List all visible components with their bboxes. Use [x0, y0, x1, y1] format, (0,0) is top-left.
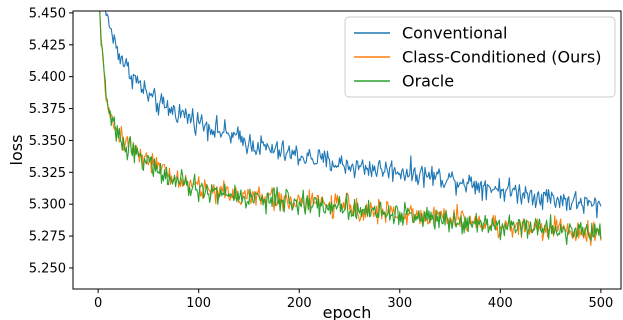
legend-label: Oracle [402, 72, 454, 91]
legend-box [344, 16, 616, 98]
x-tick-label: 0 [94, 296, 102, 311]
y-tick-label: 5.250 [29, 261, 66, 276]
plot-frame [72, 10, 622, 290]
series-layer [99, 11, 602, 246]
x-tick-label: 500 [588, 296, 613, 311]
x-tick-label: 400 [488, 296, 513, 311]
y-tick-label: 5.400 [29, 70, 66, 85]
x-axis-label: epoch [323, 303, 372, 320]
series-line-conventional [105, 11, 602, 219]
x-axis: 0 100 200 300 400 500 [94, 289, 613, 311]
y-axis: 5.250 5.275 5.300 5.325 5.350 5.375 5.400 5.425… [29, 6, 73, 276]
y-tick-label: 5.325 [29, 166, 66, 181]
y-tick-label: 5.450 [29, 6, 66, 21]
y-tick-label: 5.275 [29, 230, 66, 245]
y-tick-label: 5.375 [29, 102, 66, 117]
y-tick-label: 5.350 [29, 134, 66, 149]
y-tick-label: 5.425 [29, 38, 66, 53]
legend: Conventional Class-Conditioned (Ours) Orac… [344, 16, 616, 98]
x-tick-label: 300 [387, 296, 412, 311]
x-tick-label: 200 [287, 296, 312, 311]
y-tick-label: 5.300 [29, 198, 66, 213]
legend-label: Conventional [402, 24, 507, 43]
series-line-class-conditioned-ours [99, 11, 602, 246]
x-tick-label: 100 [186, 296, 211, 311]
y-axis-label: loss [7, 135, 26, 166]
legend-label: Class-Conditioned (Ours) [402, 48, 601, 67]
series-line-oracle [99, 11, 602, 246]
